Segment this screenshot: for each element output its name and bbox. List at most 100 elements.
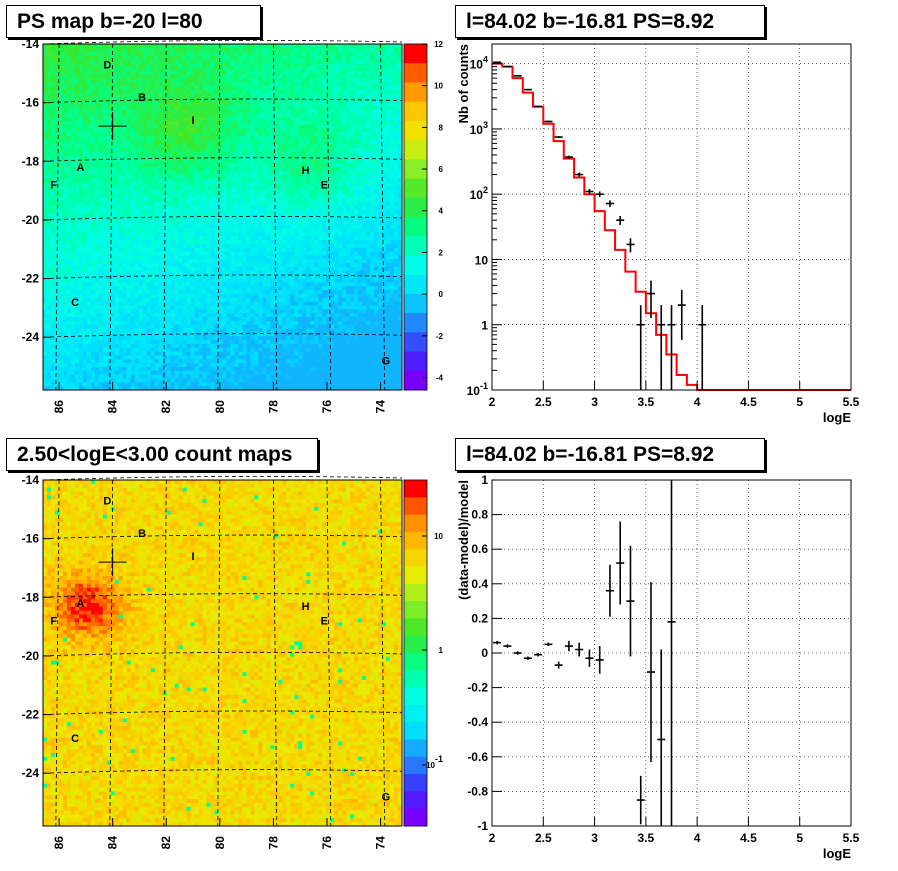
map-pixel [230,301,235,306]
map-pixel [146,170,152,176]
map-pixel [82,366,88,372]
map-pixel [234,336,239,341]
map-pixel [170,301,176,306]
map-pixel [222,113,227,118]
map-pixel [246,140,251,145]
map-pixel [134,251,140,256]
map-pixel [70,47,76,53]
map-pixel [198,78,203,83]
map-pixel [94,113,100,118]
map-pixel [122,124,128,129]
map-pixel [106,170,112,176]
map-pixel [102,305,108,310]
map-pixel [122,328,128,333]
map-pixel [58,278,64,283]
map-pixel [102,374,108,379]
map-pixel [90,309,96,314]
map-pixel [194,147,199,153]
map-pixel [226,63,231,68]
map-pixel [50,382,56,387]
map-pixel [102,197,108,203]
map-pixel [222,132,227,137]
map-pixel [102,366,108,372]
map-pixel [242,51,247,56]
map-pixel [74,136,80,141]
map-pixel [170,359,176,364]
map-pixel [122,363,128,368]
map-pixel [118,386,124,391]
map-pixel [170,143,176,149]
map-pixel [86,293,92,299]
map-pixel [214,82,219,87]
map-pixel [70,263,76,268]
map-pixel [222,236,227,241]
map-pixel [118,159,124,164]
map-pixel [106,240,112,245]
map-pixel [66,297,72,302]
map-pixel [162,270,168,276]
map-pixel [186,128,191,133]
map-pixel [258,197,263,203]
map-pixel [210,78,215,83]
map-pixel [242,290,247,295]
map-pixel [114,93,120,99]
map-pixel [74,128,80,133]
map-pixel [66,278,72,283]
map-pixel [58,44,64,49]
map-pixel [70,151,76,156]
map-pixel [122,70,128,76]
map-pixel [74,90,80,95]
map-pixel [258,101,263,106]
map-pixel [166,67,172,72]
map-pixel [246,251,251,256]
map-pixel [146,51,152,56]
map-pixel [138,132,144,137]
map-pixel [242,124,247,129]
map-pixel [170,201,176,206]
map-pixel [190,151,195,156]
map-pixel [190,236,195,241]
map-pixel [182,174,187,179]
map-pixel [138,74,144,79]
map-pixel [170,243,176,249]
map-pixel [66,109,72,114]
map-pixel [98,340,104,345]
map-pixel [54,374,60,379]
map-pixel [90,236,96,241]
map-pixel [178,270,184,276]
map-pixel [78,336,84,341]
map-pixel [146,340,152,345]
map-pixel [166,47,172,53]
map-pixel [146,167,152,172]
map-pixel [46,97,52,103]
map-pixel [138,305,144,310]
map-pixel [130,378,136,383]
map-pixel [126,217,132,222]
map-pixel [50,132,56,137]
map-pixel [158,301,164,306]
map-pixel [182,332,187,337]
map-pixel [62,97,68,103]
map-pixel [54,305,60,310]
map-pixel [62,355,68,360]
map-pixel [118,340,124,345]
map-pixel [214,155,219,160]
map-pixel [62,320,68,326]
map-pixel [102,178,108,183]
map-pixel [90,44,96,49]
map-pixel [154,186,160,191]
map-pixel [162,167,168,172]
map-pixel [182,140,187,145]
map-pixel [158,340,164,345]
map-pixel [226,309,231,314]
map-pixel [166,190,172,195]
map-pixel [134,82,140,87]
map-pixel [218,332,223,337]
map-pixel [190,228,195,233]
map-pixel [106,305,112,310]
map-pixel [194,274,199,279]
map-pixel [130,251,136,256]
map-pixel [138,59,144,64]
map-pixel [142,128,148,133]
map-pixel [43,190,48,195]
